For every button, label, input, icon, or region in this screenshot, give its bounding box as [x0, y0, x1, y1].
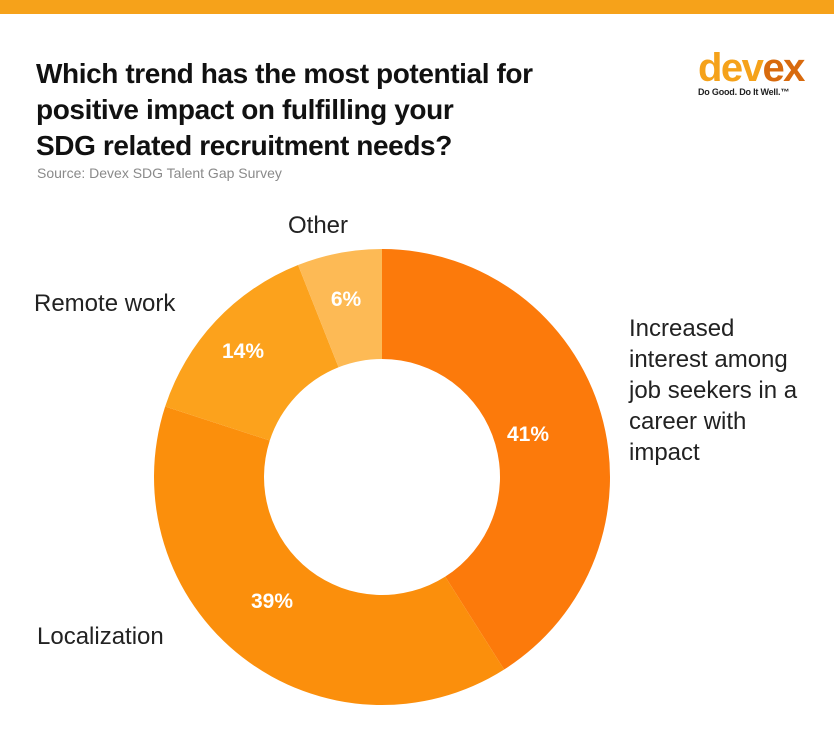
- slice-value-label: 6%: [331, 288, 362, 311]
- slice-value-label: 41%: [507, 423, 549, 446]
- slice-category-label: Increased: [629, 315, 734, 342]
- title-line-3: SDG related recruitment needs?: [36, 130, 452, 161]
- slice-category-label: career with: [629, 408, 746, 435]
- slice-category-label: Remote work: [34, 290, 176, 317]
- slice-category-label: job seekers in a: [628, 377, 798, 404]
- logo-tagline: Do Good. Do It Well.™: [698, 87, 790, 97]
- top-accent-bar: [0, 0, 834, 14]
- donut-slice-3: [165, 265, 339, 441]
- donut-slice-1: [382, 249, 611, 670]
- slice-category-label: Localization: [37, 623, 164, 650]
- slice-category-label: interest among: [629, 346, 788, 373]
- logo-wordmark: devex: [698, 48, 808, 88]
- logo-word-accent: ex: [762, 46, 805, 90]
- slice-category-label: impact: [629, 439, 700, 466]
- title-line-2: positive impact on fulfilling your: [36, 94, 454, 125]
- logo-word-main: dev: [698, 46, 764, 90]
- slice-category-label: Other: [288, 212, 348, 239]
- chart-title: Which trend has the most potential for p…: [36, 56, 596, 164]
- title-line-1: Which trend has the most potential for: [36, 58, 533, 89]
- donut-slice-2: [154, 406, 505, 705]
- donut-slice-4: [298, 249, 382, 368]
- slice-value-label: 39%: [251, 590, 293, 613]
- devex-logo: devex Do Good. Do It Well.™: [698, 48, 808, 98]
- slice-value-label: 14%: [222, 340, 264, 363]
- source-note: Source: Devex SDG Talent Gap Survey: [37, 165, 282, 181]
